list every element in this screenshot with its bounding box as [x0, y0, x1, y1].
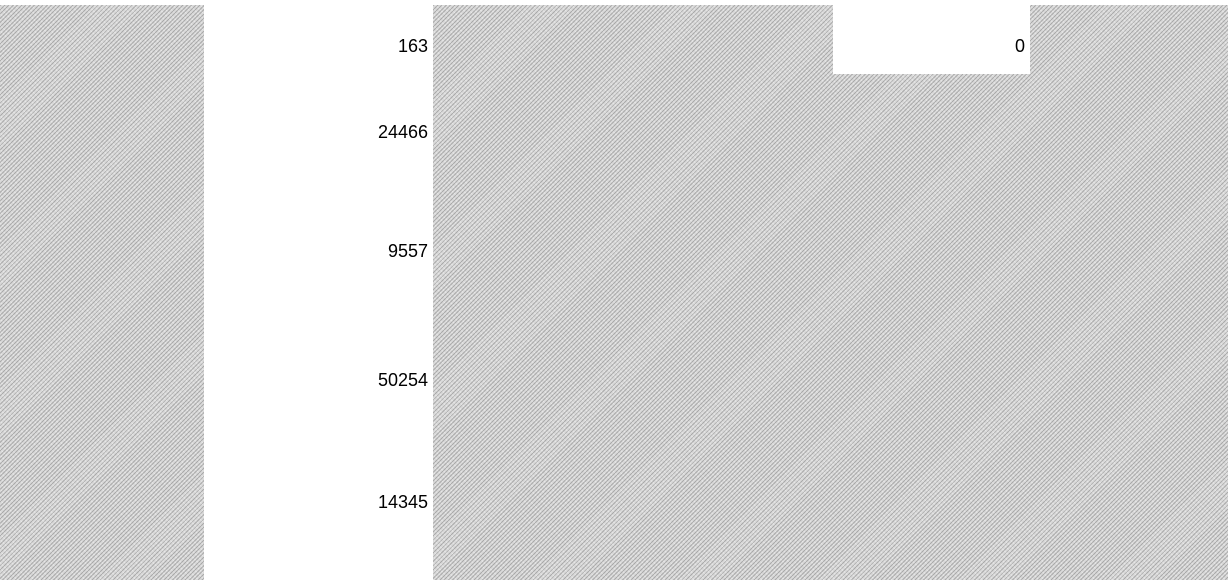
- cell-value-4[interactable]: 50254: [377, 370, 428, 390]
- hatched-block-main: [433, 5, 1228, 580]
- cell-value-2[interactable]: 24466: [377, 122, 428, 142]
- hatched-column-left: [0, 5, 204, 580]
- top-right-cell[interactable]: [833, 5, 1030, 74]
- cell-value-1[interactable]: 163: [397, 36, 428, 56]
- top-right-cell-value: 0: [1014, 36, 1025, 56]
- cell-value-3[interactable]: 9557: [387, 241, 428, 261]
- cell-value-5[interactable]: 14345: [377, 492, 428, 512]
